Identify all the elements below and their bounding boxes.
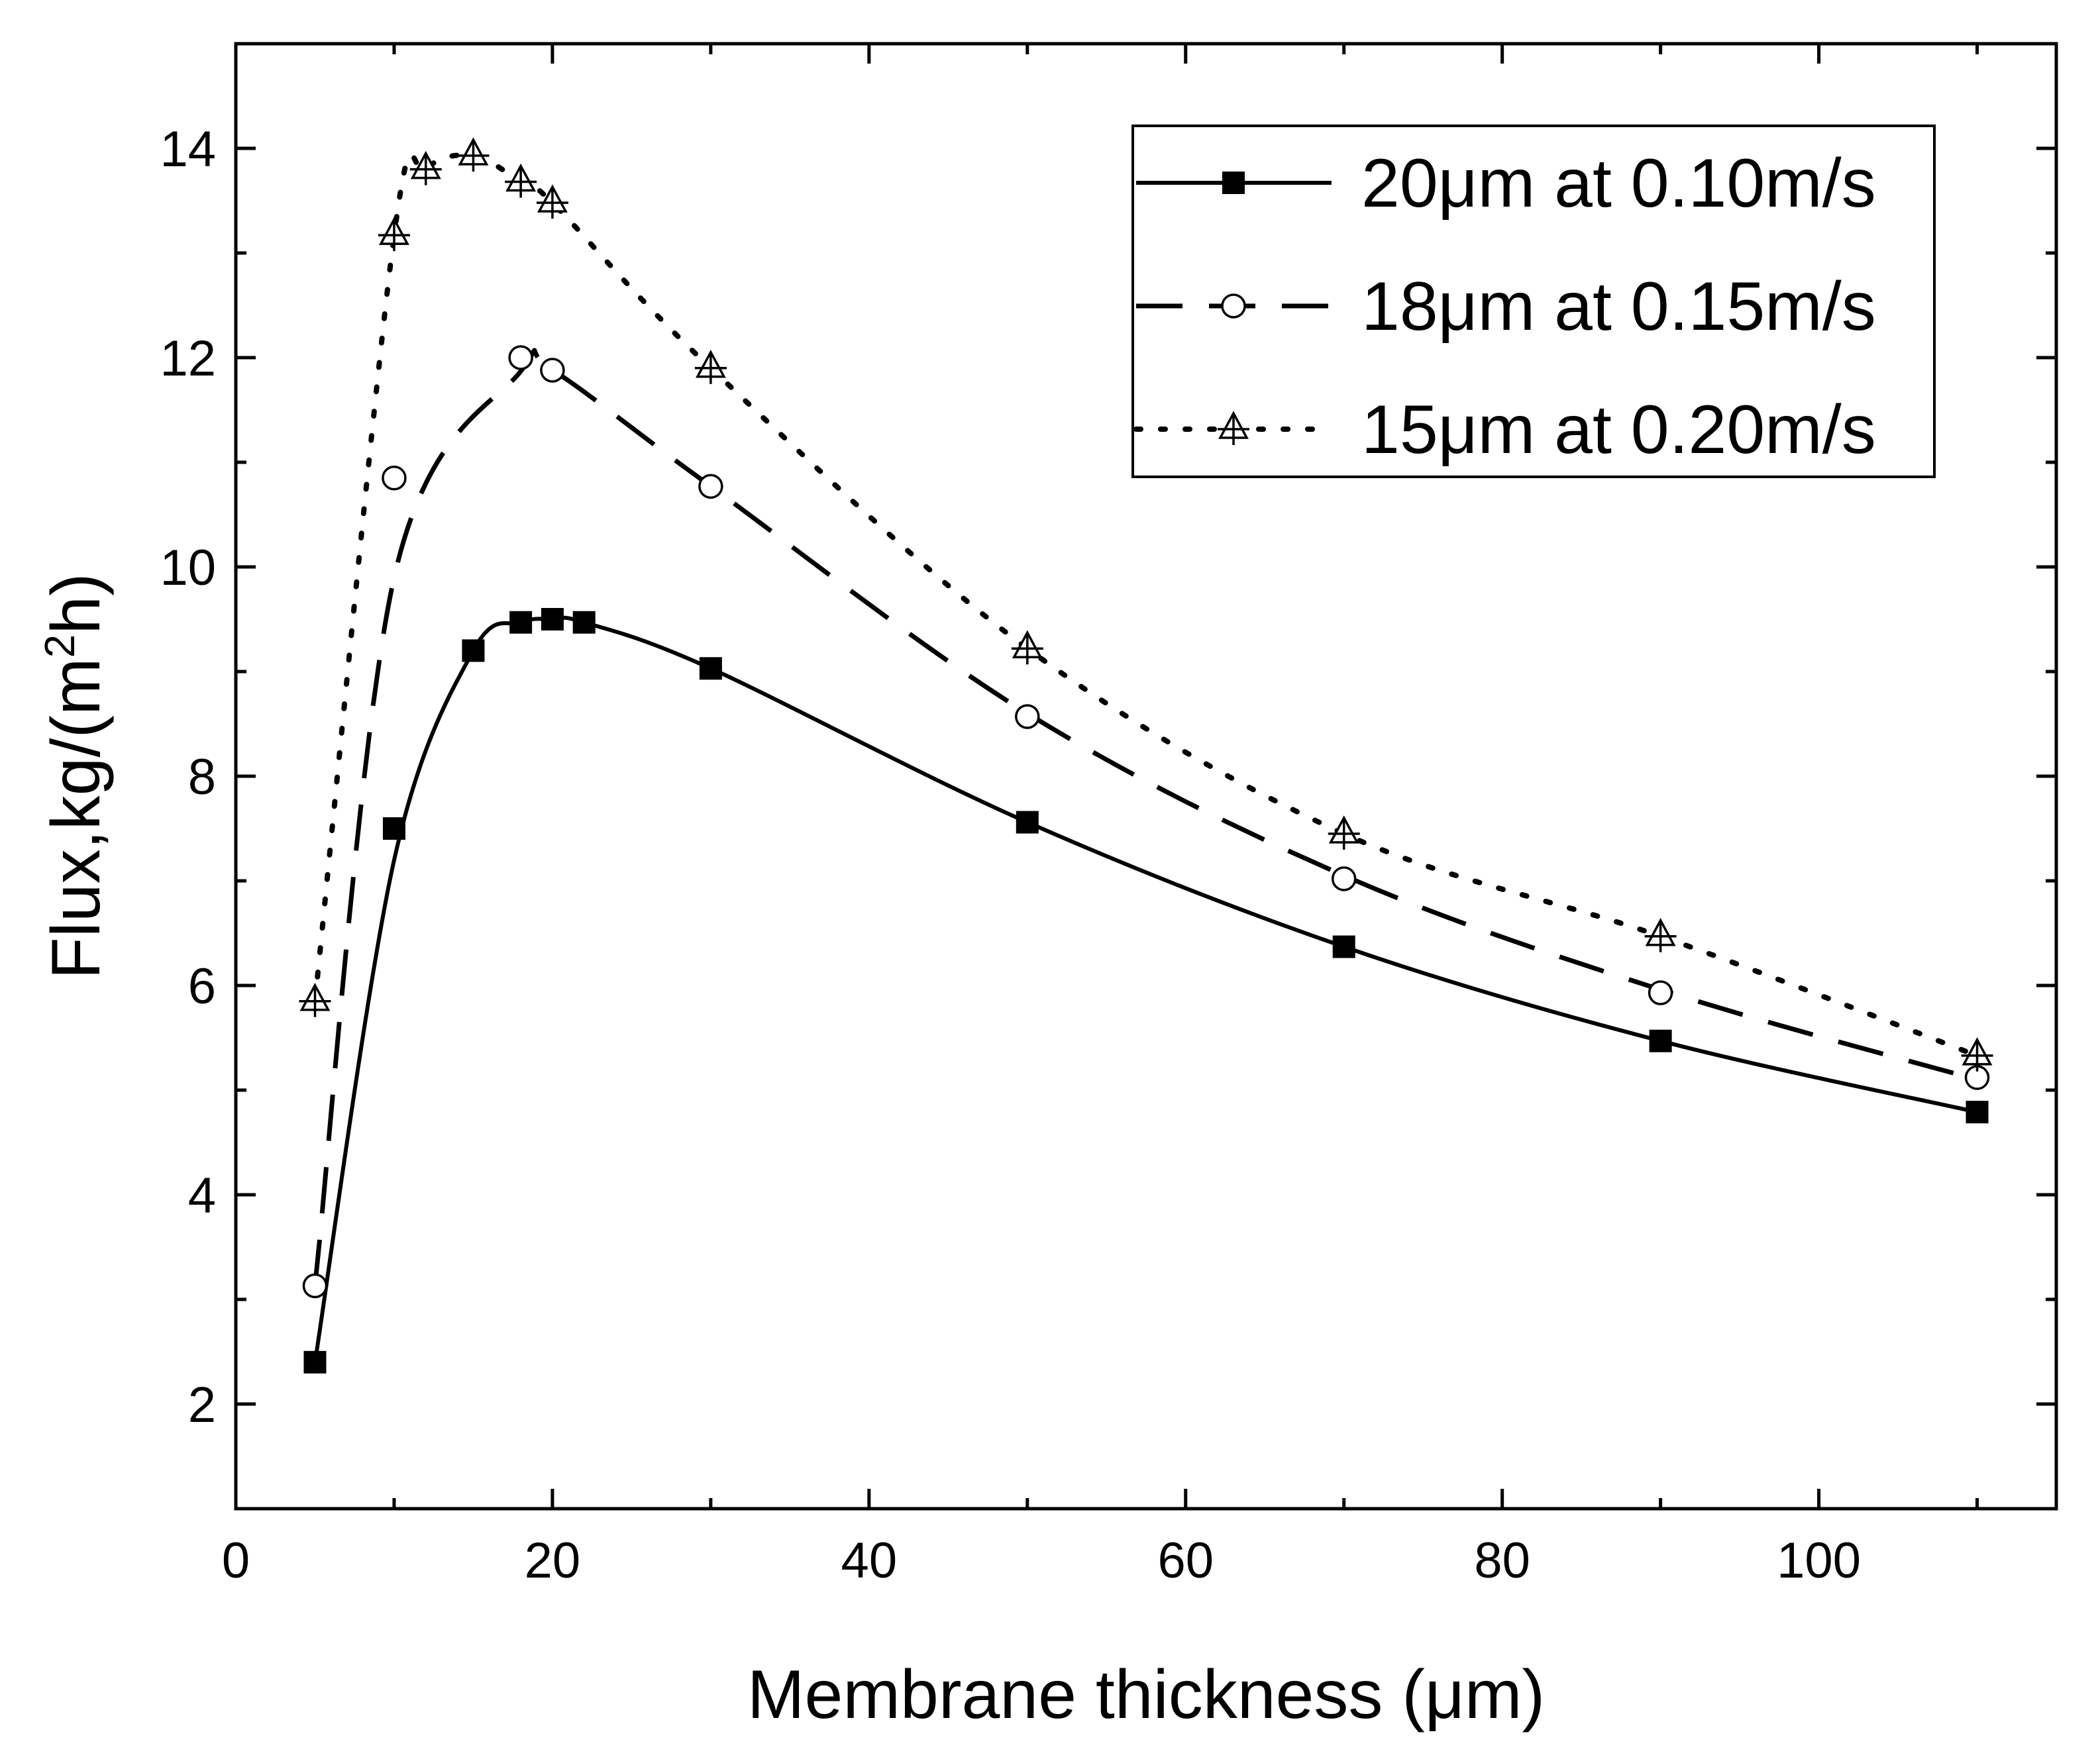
series-1-point	[1966, 1101, 1989, 1124]
y-tick-label: 12	[160, 330, 216, 387]
legend-item-1: 20μm at 0.10m/s	[1136, 145, 1876, 222]
y-tick-label: 14	[160, 121, 216, 177]
y-axis-title-end: h)	[38, 573, 115, 634]
series-3-point	[1644, 918, 1677, 952]
series-2-point	[1331, 866, 1357, 891]
series-1-point	[572, 611, 596, 634]
series-3-point	[378, 217, 410, 252]
series-3-point	[536, 184, 568, 219]
series-1-point	[1649, 1029, 1672, 1052]
y-axis-title-superscript: 2	[36, 634, 83, 658]
legend-item-2: 18μm at 0.15m/s	[1136, 268, 1876, 345]
x-axis-title: Membrane thickness (μm)	[747, 1656, 1545, 1733]
x-tick-label: 100	[1777, 1533, 1861, 1589]
x-tick-label: 0	[222, 1533, 250, 1589]
series-3-point	[409, 150, 442, 185]
tick-labels: 0 20 40 60 80 100 2 4 6 8 10 12 14	[160, 121, 1861, 1589]
legend-items: 20μm at 0.10m/s 18μm at 0.15m/s 15μm at 0.…	[1133, 145, 1876, 468]
x-tick-label: 40	[841, 1533, 898, 1589]
series-2-point	[540, 358, 565, 383]
legend-label: 15μm at 0.20m/s	[1361, 391, 1876, 468]
series-1	[303, 608, 1989, 1374]
legend-item-3: 15μm at 0.20m/s	[1133, 391, 1876, 468]
series-1-point	[509, 611, 533, 634]
series-1-point	[541, 608, 564, 630]
series-2-line	[313, 348, 1978, 1286]
y-tick-label: 4	[188, 1168, 216, 1224]
y-axis-title: Flux,kg/(m2h)	[36, 573, 115, 979]
y-tick-label: 6	[188, 958, 216, 1015]
data-area	[299, 137, 1993, 1374]
series-3-point	[694, 350, 727, 384]
series-2-point	[382, 465, 407, 491]
series-1-point	[1332, 935, 1355, 958]
axis-ticks	[234, 44, 2056, 1511]
series-1-point	[1016, 811, 1039, 834]
legend-marker	[1218, 411, 1249, 445]
y-tick-label: 2	[188, 1377, 216, 1433]
series-3-point	[1961, 1037, 1993, 1072]
series-1-point	[382, 817, 405, 840]
y-tick-label: 8	[188, 749, 216, 805]
x-tick-label: 20	[525, 1533, 581, 1589]
series-1-point	[303, 1350, 327, 1374]
legend-marker	[1221, 293, 1246, 319]
legend: 20μm at 0.10m/s 18μm at 0.15m/s 15μm at 0.…	[1131, 125, 1936, 478]
series-3-point	[1328, 815, 1360, 850]
series-2-point	[1015, 704, 1040, 729]
x-tick-label: 80	[1474, 1533, 1530, 1589]
y-axis-title-main: Flux,kg/(m	[38, 658, 115, 979]
x-tick-label: 60	[1157, 1533, 1214, 1589]
series-3-point	[1011, 630, 1043, 665]
legend-marker	[1222, 172, 1245, 194]
series-2-point	[302, 1273, 328, 1299]
series-3-point	[457, 137, 490, 172]
series-2	[302, 345, 1990, 1299]
series-2-point	[698, 474, 723, 499]
series-1-point	[699, 657, 722, 680]
legend-label: 20μm at 0.10m/s	[1361, 145, 1876, 222]
series-2-point	[1648, 980, 1673, 1005]
series-1-point	[462, 639, 485, 662]
series-2-point	[508, 345, 533, 370]
series-3	[299, 137, 1993, 1072]
legend-label: 18μm at 0.15m/s	[1361, 268, 1876, 345]
series-3-point	[505, 163, 537, 198]
series-3-point	[299, 983, 331, 1017]
y-tick-label: 10	[160, 540, 216, 596]
